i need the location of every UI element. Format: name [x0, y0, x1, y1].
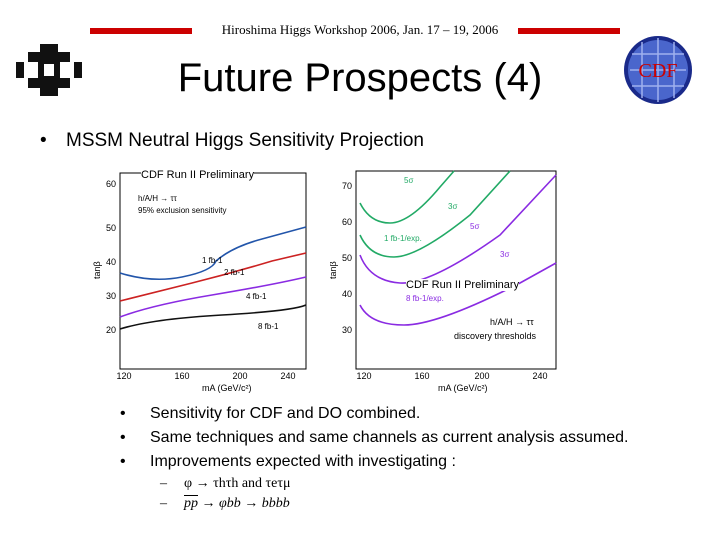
- curve-5sigma-8fb: [359, 174, 557, 284]
- dash-item-1: φ → τhτh and τeτμ: [184, 476, 291, 491]
- cdf-logo: CDF: [624, 36, 692, 104]
- xtick: 200: [474, 371, 489, 381]
- xtick: 160: [174, 371, 189, 381]
- workshop-header: Hiroshima Higgs Workshop 2006, Jan. 17 –…: [221, 22, 499, 37]
- xtick: 120: [356, 371, 371, 381]
- page-title: Future Prospects (4): [177, 56, 543, 100]
- legend-process: h/A/H → ττ: [138, 194, 178, 203]
- ytick: 50: [106, 223, 116, 233]
- sub-bullet-text: Same techniques and same channels as cur…: [150, 429, 629, 446]
- sub-bullet-list: • Sensitivity for CDF and DO combined. • S…: [120, 402, 628, 474]
- exclusion-plot: 20 30 40 50 60 120 160 200 240 tanβ mA (…: [92, 165, 310, 395]
- list-item: – pp → φbb → bbbb: [160, 496, 290, 511]
- main-bullet: • MSSM Neutral Higgs Sensitivity Projecti…: [40, 130, 424, 151]
- fermilab-logo: [16, 44, 82, 96]
- xtick: 120: [116, 371, 131, 381]
- ytick: 60: [106, 179, 116, 189]
- curve-3sigma-1fb: [359, 170, 511, 258]
- plot-right-prelim: CDF Run II Preliminary: [406, 279, 520, 291]
- ytick: 50: [342, 253, 352, 263]
- legend-sensitivity: 95% exclusion sensitivity: [138, 206, 226, 215]
- curve-label: 3σ: [448, 202, 457, 211]
- plot-left-prelim: CDF Run II Preliminary: [141, 169, 255, 181]
- xtick: 200: [232, 371, 247, 381]
- curve-1fb: [119, 226, 307, 281]
- ytick: 20: [106, 325, 116, 335]
- dash-list: – φ → τhτh and τeτμ – pp → φbb → bbbb: [160, 474, 291, 514]
- curve-label: 8 fb-1: [258, 322, 279, 331]
- x-axis-label: mA (GeV/c²): [202, 383, 252, 393]
- list-item: • Improvements expected with investigatin…: [120, 453, 456, 470]
- sub-bullet-text: Sensitivity for CDF and DO combined.: [150, 405, 421, 422]
- y-axis-label: tanβ: [92, 261, 102, 279]
- curve-5sigma-1fb: [359, 170, 455, 224]
- curve-4fb: [119, 276, 307, 318]
- list-item: – φ → τhτh and τeτμ: [160, 476, 291, 491]
- curve-label: 3σ: [500, 250, 509, 259]
- ytick: 40: [106, 257, 116, 267]
- header-bar-right: [518, 28, 620, 34]
- dash-item-2a: pp: [184, 496, 198, 511]
- curve-label: 1 fb-1: [202, 256, 223, 265]
- curve-label: 5σ: [470, 222, 479, 231]
- header-bar-left: [90, 28, 192, 34]
- list-item: • Sensitivity for CDF and DO combined.: [120, 405, 421, 422]
- legend-discovery: discovery thresholds: [454, 331, 537, 341]
- xtick: 240: [532, 371, 547, 381]
- discovery-plot: 30 40 50 60 70 120 160 200 240 tanβ mA (…: [330, 165, 562, 395]
- ytick: 30: [342, 325, 352, 335]
- ytick: 30: [106, 291, 116, 301]
- curve-label: 2 fb-1: [224, 268, 245, 277]
- ytick: 70: [342, 181, 352, 191]
- curve-3sigma-8fb: [359, 262, 557, 326]
- curve-label: 8 fb-1/exp.: [406, 294, 444, 303]
- xtick: 160: [414, 371, 429, 381]
- legend-process: h/A/H → ττ: [490, 317, 534, 327]
- cdf-logo-text: CDF: [639, 60, 678, 82]
- sub-bullet-text: Improvements expected with investigating…: [150, 453, 456, 470]
- main-bullet-text: MSSM Neutral Higgs Sensitivity Projectio…: [66, 130, 424, 151]
- ytick: 60: [342, 217, 352, 227]
- list-item: • Same techniques and same channels as cu…: [120, 429, 629, 446]
- curve-label: 5σ: [404, 176, 413, 185]
- curve-8fb: [119, 304, 307, 330]
- curve-label: 4 fb-1: [246, 292, 267, 301]
- dash-item-2b: → φbb → bbbb: [198, 496, 290, 511]
- x-axis-label: mA (GeV/c²): [438, 383, 488, 393]
- curve-label: 1 fb-1/exp.: [384, 234, 422, 243]
- curve-2fb: [119, 252, 307, 302]
- ytick: 40: [342, 289, 352, 299]
- xtick: 240: [280, 371, 295, 381]
- y-axis-label: tanβ: [330, 261, 338, 279]
